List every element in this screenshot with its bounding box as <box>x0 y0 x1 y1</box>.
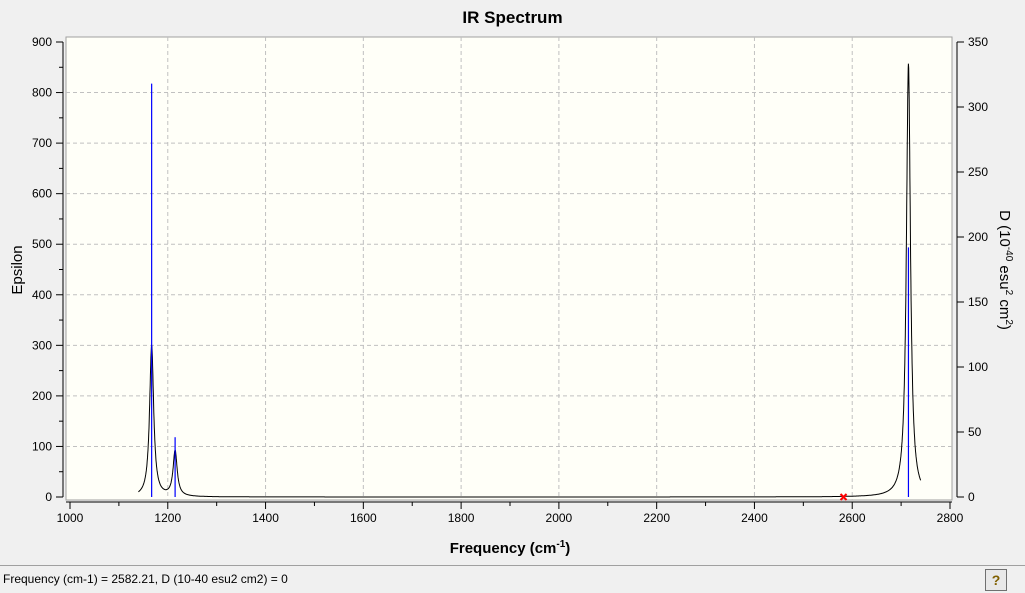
y-tick-label-right: 50 <box>968 425 982 439</box>
x-tick-label: 1200 <box>154 511 181 525</box>
y-axis-label-right: D (10-40 esu2 cm2) <box>996 210 1014 330</box>
help-button[interactable]: ? <box>985 569 1007 591</box>
y-tick-label-right: 300 <box>968 100 988 114</box>
x-tick-label: 2200 <box>643 511 670 525</box>
help-icon: ? <box>991 572 1001 588</box>
status-bar: Frequency (cm-1) = 2582.21, D (10-40 esu… <box>0 565 1025 593</box>
chart-title: IR Spectrum <box>462 8 563 27</box>
y-tick-label-left: 0 <box>45 490 52 504</box>
x-tick-label: 1800 <box>448 511 475 525</box>
y-tick-label-left: 600 <box>32 187 52 201</box>
x-tick-label: 2400 <box>741 511 768 525</box>
y-axis-label-left: Epsilon <box>9 245 26 294</box>
y-tick-label-left: 700 <box>32 136 52 150</box>
y-tick-label-right: 350 <box>968 35 988 49</box>
y-tick-label-right: 0 <box>968 490 975 504</box>
cursor-marker <box>839 493 848 501</box>
x-tick-label: 1400 <box>252 511 279 525</box>
y-tick-label-left: 500 <box>32 237 52 251</box>
y-tick-label-right: 150 <box>968 295 988 309</box>
status-readout: Frequency (cm-1) = 2582.21, D (10-40 esu… <box>3 572 288 586</box>
spectrum-envelope <box>138 63 922 498</box>
x-axis-label: Frequency (cm-1) <box>450 539 571 557</box>
x-tick-label: 1000 <box>57 511 84 525</box>
y-tick-label-left: 800 <box>32 86 52 100</box>
y-tick-label-left: 200 <box>32 389 52 403</box>
y-tick-label-left: 100 <box>32 439 52 453</box>
plot-area <box>65 36 953 501</box>
ir-spectrum-chart[interactable]: 1000 1200 1400 1600 1800 2000 2200 2400 2600 2800… <box>0 0 1025 565</box>
x-tick-label: 2800 <box>937 511 964 525</box>
y-tick-label-right: 200 <box>968 230 988 244</box>
y-tick-label-right: 100 <box>968 360 988 374</box>
y-tick-label-left: 900 <box>32 35 52 49</box>
x-tick-label: 1600 <box>350 511 377 525</box>
x-tick-label: 2600 <box>839 511 866 525</box>
x-tick-label: 2000 <box>546 511 573 525</box>
y-tick-label-left: 400 <box>32 288 52 302</box>
y-tick-label-left: 300 <box>32 338 52 352</box>
y-tick-label-right: 250 <box>968 165 988 179</box>
